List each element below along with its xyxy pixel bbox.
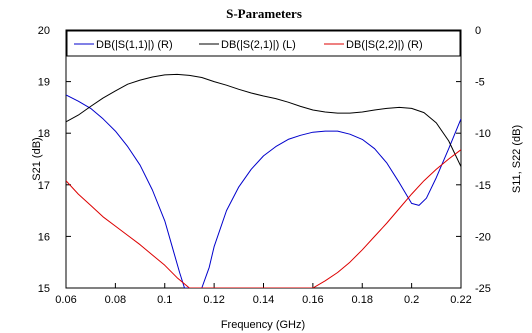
chart-title: S-Parameters <box>226 6 302 21</box>
left-tick-label: 18 <box>38 128 50 140</box>
x-tick-label: 0.22 <box>450 294 471 306</box>
legend-label: DB(|S(2,1)|) (L) <box>221 39 296 51</box>
legend: DB(|S(1,1)|) (R) DB(|S(2,1)|) (L) DB(|S(2,… <box>66 30 461 57</box>
right-axis-ticks: -25 -20 -15 -10 -5 0 <box>456 25 491 295</box>
x-tick-label: 0.2 <box>404 294 419 306</box>
series-layer <box>66 73 461 288</box>
x-tick-label: 0.12 <box>203 294 224 306</box>
right-tick-label: -10 <box>475 128 491 140</box>
left-tick-label: 17 <box>38 180 50 192</box>
x-tick-label: 0.08 <box>105 294 126 306</box>
right-tick-label: -20 <box>475 231 491 243</box>
series-line-3 <box>66 149 461 288</box>
x-tick-label: 0.1 <box>157 294 172 306</box>
legend-label: DB(|S(1,1)|) (R) <box>96 39 173 51</box>
left-tick-label: 16 <box>38 231 50 243</box>
plot-area <box>65 29 462 289</box>
left-tick-label: 15 <box>38 283 50 295</box>
x-tick-label: 0.18 <box>352 294 373 306</box>
right-tick-label: 0 <box>475 25 481 37</box>
x-axis-label: Frequency (GHz) <box>221 319 305 331</box>
left-tick-label: 20 <box>38 25 50 37</box>
series-line-2 <box>66 73 461 167</box>
right-tick-label: -5 <box>475 77 485 89</box>
right-tick-label: -25 <box>475 283 491 295</box>
right-tick-label: -15 <box>475 180 491 192</box>
series-line-1 <box>66 94 461 288</box>
legend-box <box>66 30 461 57</box>
left-axis-ticks: 15 16 17 18 19 20 <box>38 25 71 295</box>
x-tick-label: 0.16 <box>302 294 323 306</box>
left-tick-label: 19 <box>38 77 50 89</box>
x-tick-label: 0.14 <box>253 294 274 306</box>
left-axis-label: S21 (dB) <box>31 137 43 180</box>
x-tick-label: 0.06 <box>55 294 76 306</box>
right-axis-label: S11, S22 (dB) <box>511 125 523 193</box>
legend-label: DB(|S(2,2)|) (R) <box>346 39 423 51</box>
